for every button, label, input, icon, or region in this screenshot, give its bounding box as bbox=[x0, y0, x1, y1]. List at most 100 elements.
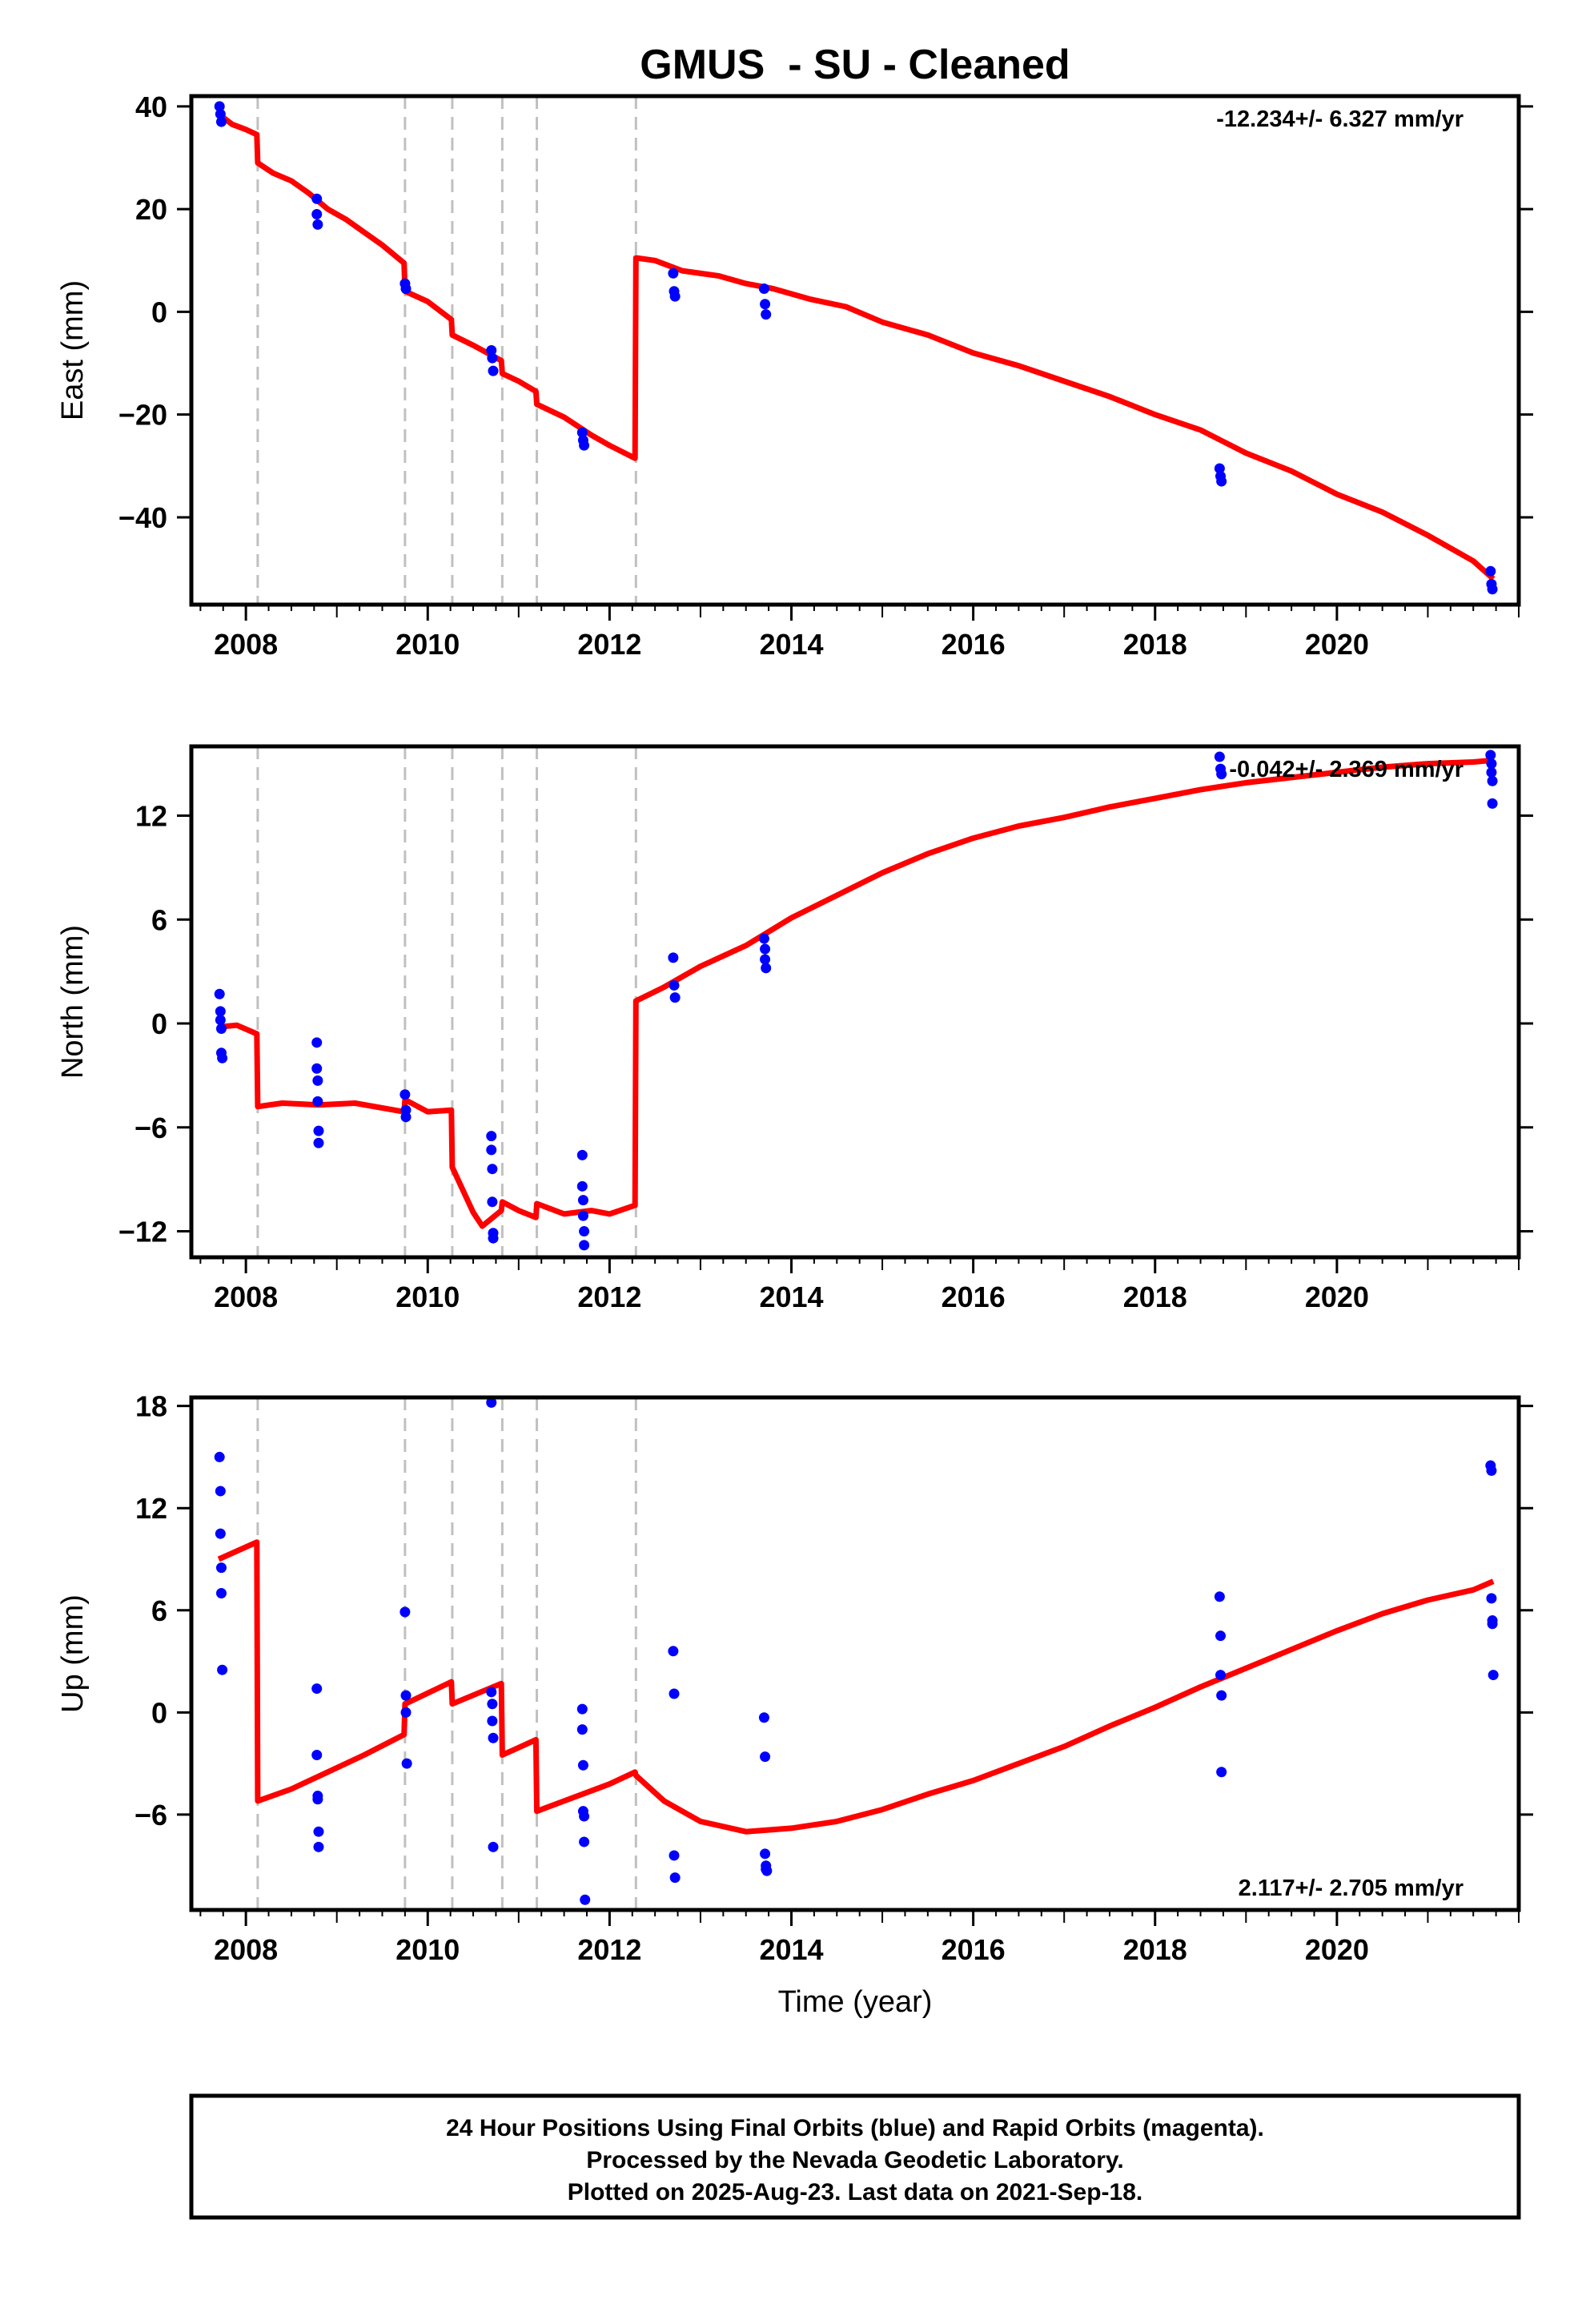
north-x-tick-label-2012: 2012 bbox=[577, 1281, 641, 1313]
north-data-point bbox=[312, 1096, 323, 1107]
up-y-tick-label-m6: −6 bbox=[135, 1799, 167, 1831]
east-data-point bbox=[488, 365, 499, 376]
north-data-point bbox=[313, 1125, 324, 1136]
north-x-tick-label-2008: 2008 bbox=[214, 1281, 278, 1313]
north-data-point bbox=[761, 963, 772, 974]
up-plot-area bbox=[191, 1397, 1519, 1910]
north-y-tick-label-12: 12 bbox=[135, 800, 167, 833]
east-data-point bbox=[1214, 463, 1225, 474]
up-data-point bbox=[760, 1751, 771, 1763]
up-data-point bbox=[758, 1712, 769, 1723]
up-data-point bbox=[761, 1865, 773, 1876]
up-x-tick-label-2016: 2016 bbox=[942, 1933, 1006, 1966]
east-model-line bbox=[216, 111, 1496, 581]
north-rate-label: -0.042+/- 2.369 mm/yr bbox=[1229, 757, 1464, 782]
panel-east: 2008 2010 2012 2014 2016 2018 2020 40 20 0 −20 −40 E… bbox=[56, 90, 1533, 661]
north-data-point bbox=[1214, 751, 1225, 762]
up-data-point bbox=[311, 1750, 323, 1761]
east-frame bbox=[189, 94, 1521, 607]
north-data-point bbox=[215, 1006, 226, 1017]
up-data-point bbox=[1214, 1591, 1225, 1602]
up-x-tick-label-2014: 2014 bbox=[759, 1933, 823, 1966]
east-x-tick-label-2016: 2016 bbox=[942, 628, 1006, 661]
east-data-point bbox=[215, 108, 226, 119]
north-data-point bbox=[669, 979, 680, 991]
up-x-tick-label-2020: 2020 bbox=[1305, 1933, 1369, 1966]
up-x-tick-label-2010: 2010 bbox=[396, 1933, 460, 1966]
north-data-point bbox=[1486, 766, 1497, 778]
east-data-point bbox=[579, 440, 590, 451]
up-data-point bbox=[215, 1588, 227, 1599]
up-data-point bbox=[486, 1397, 497, 1408]
north-data-point bbox=[1216, 769, 1227, 780]
up-data-point bbox=[215, 1486, 226, 1497]
north-y-axis-label: North (mm) bbox=[56, 925, 90, 1079]
north-x-tick-label-2010: 2010 bbox=[396, 1281, 460, 1313]
north-data-point bbox=[217, 1052, 228, 1063]
east-data-point bbox=[486, 345, 497, 356]
up-data-point bbox=[487, 1699, 498, 1710]
up-data-point bbox=[576, 1703, 588, 1715]
up-data-point bbox=[668, 1646, 679, 1657]
up-frame bbox=[189, 1395, 1521, 1912]
up-x-tick-label-2008: 2008 bbox=[214, 1933, 278, 1966]
up-data-point bbox=[1216, 1690, 1227, 1701]
up-data-point bbox=[1486, 1593, 1497, 1604]
footer-line-2: Processed by the Nevada Geodetic Laborat… bbox=[586, 2147, 1123, 2173]
up-data-point bbox=[580, 1894, 591, 1905]
east-data-point bbox=[668, 267, 679, 279]
chart-title: GMUS - SU - Cleaned bbox=[640, 42, 1070, 88]
up-data-point bbox=[400, 1707, 412, 1718]
up-data-point bbox=[400, 1690, 412, 1701]
east-data-point bbox=[669, 291, 681, 302]
east-x-tick-label-2008: 2008 bbox=[214, 628, 278, 661]
east-data-point bbox=[1485, 565, 1496, 577]
north-plot-area bbox=[191, 746, 1519, 1257]
up-rate-label: 2.117+/- 2.705 mm/yr bbox=[1239, 1876, 1464, 1901]
panel-north: 2008 2010 2012 2014 2016 2018 2020 12 6 0 −6 −12 Nor… bbox=[56, 744, 1533, 1313]
up-data-point bbox=[488, 1841, 499, 1852]
north-data-point bbox=[760, 943, 771, 955]
east-y-tick-label-0: 0 bbox=[151, 296, 167, 328]
up-data-point bbox=[579, 1836, 590, 1848]
up-data-point bbox=[669, 1872, 681, 1884]
up-data-point bbox=[401, 1758, 412, 1769]
east-y-axis-label: East (mm) bbox=[56, 280, 90, 420]
north-data-point bbox=[1487, 798, 1498, 809]
east-x-tick-label-2020: 2020 bbox=[1305, 628, 1369, 661]
east-data-point bbox=[1216, 476, 1227, 487]
north-data-point bbox=[313, 1137, 324, 1148]
east-data-point bbox=[214, 101, 225, 112]
north-data-point bbox=[1487, 775, 1498, 786]
north-data-point bbox=[400, 1112, 412, 1123]
east-x-tick-label-2018: 2018 bbox=[1123, 628, 1187, 661]
east-data-point bbox=[758, 283, 769, 295]
up-data-point bbox=[576, 1724, 588, 1735]
north-data-point bbox=[400, 1089, 411, 1100]
up-data-point bbox=[214, 1451, 225, 1462]
east-data-point bbox=[312, 219, 323, 230]
panel-up: 2008 2010 2012 2014 2016 2018 2020 18 12 6 0 −6 Up (… bbox=[56, 1390, 1533, 1966]
north-data-point bbox=[215, 1023, 227, 1035]
east-data-point bbox=[761, 309, 772, 320]
footer-box: 24 Hour Positions Using Final Orbits (bl… bbox=[189, 2093, 1521, 2220]
up-data-point bbox=[215, 1528, 226, 1539]
east-data-point bbox=[215, 116, 227, 127]
north-data-point bbox=[1485, 750, 1496, 761]
up-data-point bbox=[669, 1850, 680, 1861]
east-rate-label: -12.234+/- 6.327 mm/yr bbox=[1216, 107, 1464, 132]
north-x-tick-label-2018: 2018 bbox=[1123, 1281, 1187, 1313]
east-data-point bbox=[1487, 584, 1498, 595]
north-data-point bbox=[758, 933, 769, 944]
north-y-tick-label-m12: −12 bbox=[118, 1216, 167, 1248]
north-frame bbox=[189, 744, 1521, 1260]
east-x-tick-label-2012: 2012 bbox=[577, 628, 641, 661]
up-data-point bbox=[313, 1826, 324, 1837]
up-data-point bbox=[579, 1811, 590, 1822]
up-y-tick-label-18: 18 bbox=[135, 1390, 167, 1423]
north-y-tick-label-6: 6 bbox=[151, 903, 167, 936]
north-data-point bbox=[579, 1240, 590, 1251]
north-data-point bbox=[1486, 758, 1497, 770]
north-data-point bbox=[576, 1180, 588, 1192]
